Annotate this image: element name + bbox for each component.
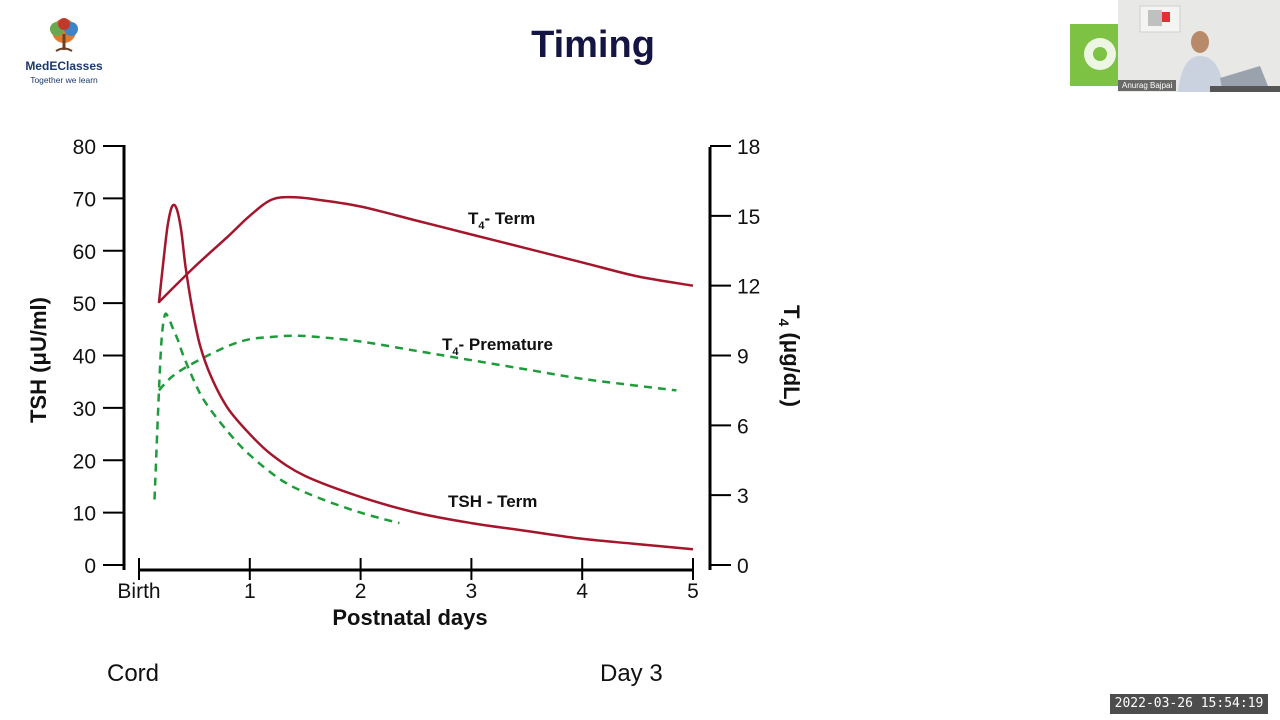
webcam-thumbnail[interactable] (1070, 0, 1280, 92)
day3-label: Day 3 (600, 660, 663, 687)
y-left-axis-title: TSH (μU/ml) (26, 297, 51, 423)
x-axis-title: Postnatal days (332, 605, 487, 630)
y-left-tick-label: 70 (73, 188, 96, 211)
y-right-axis-title: T4 (μg/dL) (776, 305, 804, 407)
y-left-tick-label: 40 (73, 346, 96, 369)
flower-icon (1084, 38, 1116, 70)
series-label-t4-premature-rest: - Premature (459, 335, 553, 354)
presenter-body (1178, 56, 1224, 92)
y-right-tick-label: 12 (737, 276, 760, 299)
y-right-tick-label: 0 (737, 555, 749, 578)
left-axis-ticks: 0 10 20 30 40 50 60 70 80 (73, 136, 124, 578)
x-tick-label: 4 (576, 580, 588, 603)
y-right-axis-title-sub: 4 (776, 319, 792, 327)
y-left-tick-label: 0 (84, 555, 96, 578)
y-right-tick-label: 9 (737, 346, 749, 369)
series-label-t4-premature-t: T (442, 335, 453, 354)
series-line-t4-term (158, 195, 694, 303)
x-tick-label: 3 (466, 580, 478, 603)
y-right-tick-label: 6 (737, 415, 749, 438)
y-left-tick-label: 10 (73, 503, 96, 526)
series-label-t4-premature-sub: 4 (452, 346, 459, 358)
series-line-tsh-term (157, 203, 694, 551)
series-label-t4-term-sub: 4 (478, 220, 485, 232)
series-line-t4-premature (157, 334, 677, 392)
logo-name: MedEClasses (25, 59, 103, 73)
series-label-t4-term: T4- Term (468, 209, 535, 232)
y-left-tick-label: 80 (73, 136, 96, 159)
laptop-icon (1220, 66, 1268, 88)
y-left-tick-label: 20 (73, 450, 96, 473)
y-right-axis-title-t: T (779, 305, 804, 319)
x-tick-label: 1 (244, 580, 256, 603)
series-label-t4-term-t: T (468, 209, 479, 228)
x-axis-ticks: Birth 1 2 3 4 5 (117, 558, 699, 603)
tree-logo-icon (50, 18, 78, 52)
series-label-t4-term-rest: - Term (485, 209, 536, 228)
logo-tagline: Together we learn (30, 75, 98, 85)
y-left-tick-label: 30 (73, 398, 96, 421)
x-tick-label: 2 (355, 580, 367, 603)
y-right-axis-title-rest: (μg/dL) (779, 326, 804, 407)
series-line-tsh-premature (153, 312, 400, 525)
series-layer (153, 195, 694, 551)
y-left-tick-label: 50 (73, 293, 96, 316)
recording-timestamp: 2022-03-26 15:54:19 (1110, 694, 1268, 714)
y-right-tick-label: 3 (737, 485, 749, 508)
medeclasses-logo: MedEClasses Together we learn (18, 18, 110, 85)
y-right-tick-label: 18 (737, 136, 760, 159)
x-tick-label: 5 (687, 580, 699, 603)
y-right-tick-label: 15 (737, 206, 760, 229)
cord-label: Cord (107, 660, 160, 687)
slide-title: Timing (531, 24, 655, 66)
participant-name: Anurag Bajpai (1118, 80, 1177, 91)
presenter-head (1191, 31, 1209, 53)
x-tick-label: Birth (117, 580, 160, 603)
series-label-t4-premature: T4- Premature (442, 335, 553, 358)
series-label-tsh-term: TSH - Term (448, 492, 537, 511)
y-left-tick-label: 60 (73, 241, 96, 264)
right-axis-ticks: 0 3 6 9 12 15 18 (710, 136, 760, 578)
